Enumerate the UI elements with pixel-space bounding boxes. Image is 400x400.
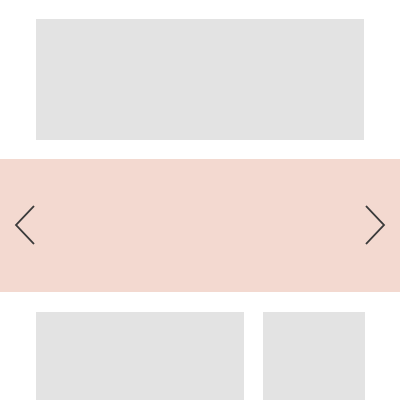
top-image-placeholder [36, 19, 364, 140]
carousel-banner [0, 159, 400, 292]
carousel-next-button[interactable] [360, 203, 388, 247]
bottom-right-card-placeholder [263, 312, 365, 400]
chevron-left-icon [14, 205, 35, 245]
bottom-left-card-placeholder [36, 312, 244, 400]
carousel-prev-button[interactable] [12, 203, 40, 247]
chevron-right-icon [365, 205, 386, 245]
